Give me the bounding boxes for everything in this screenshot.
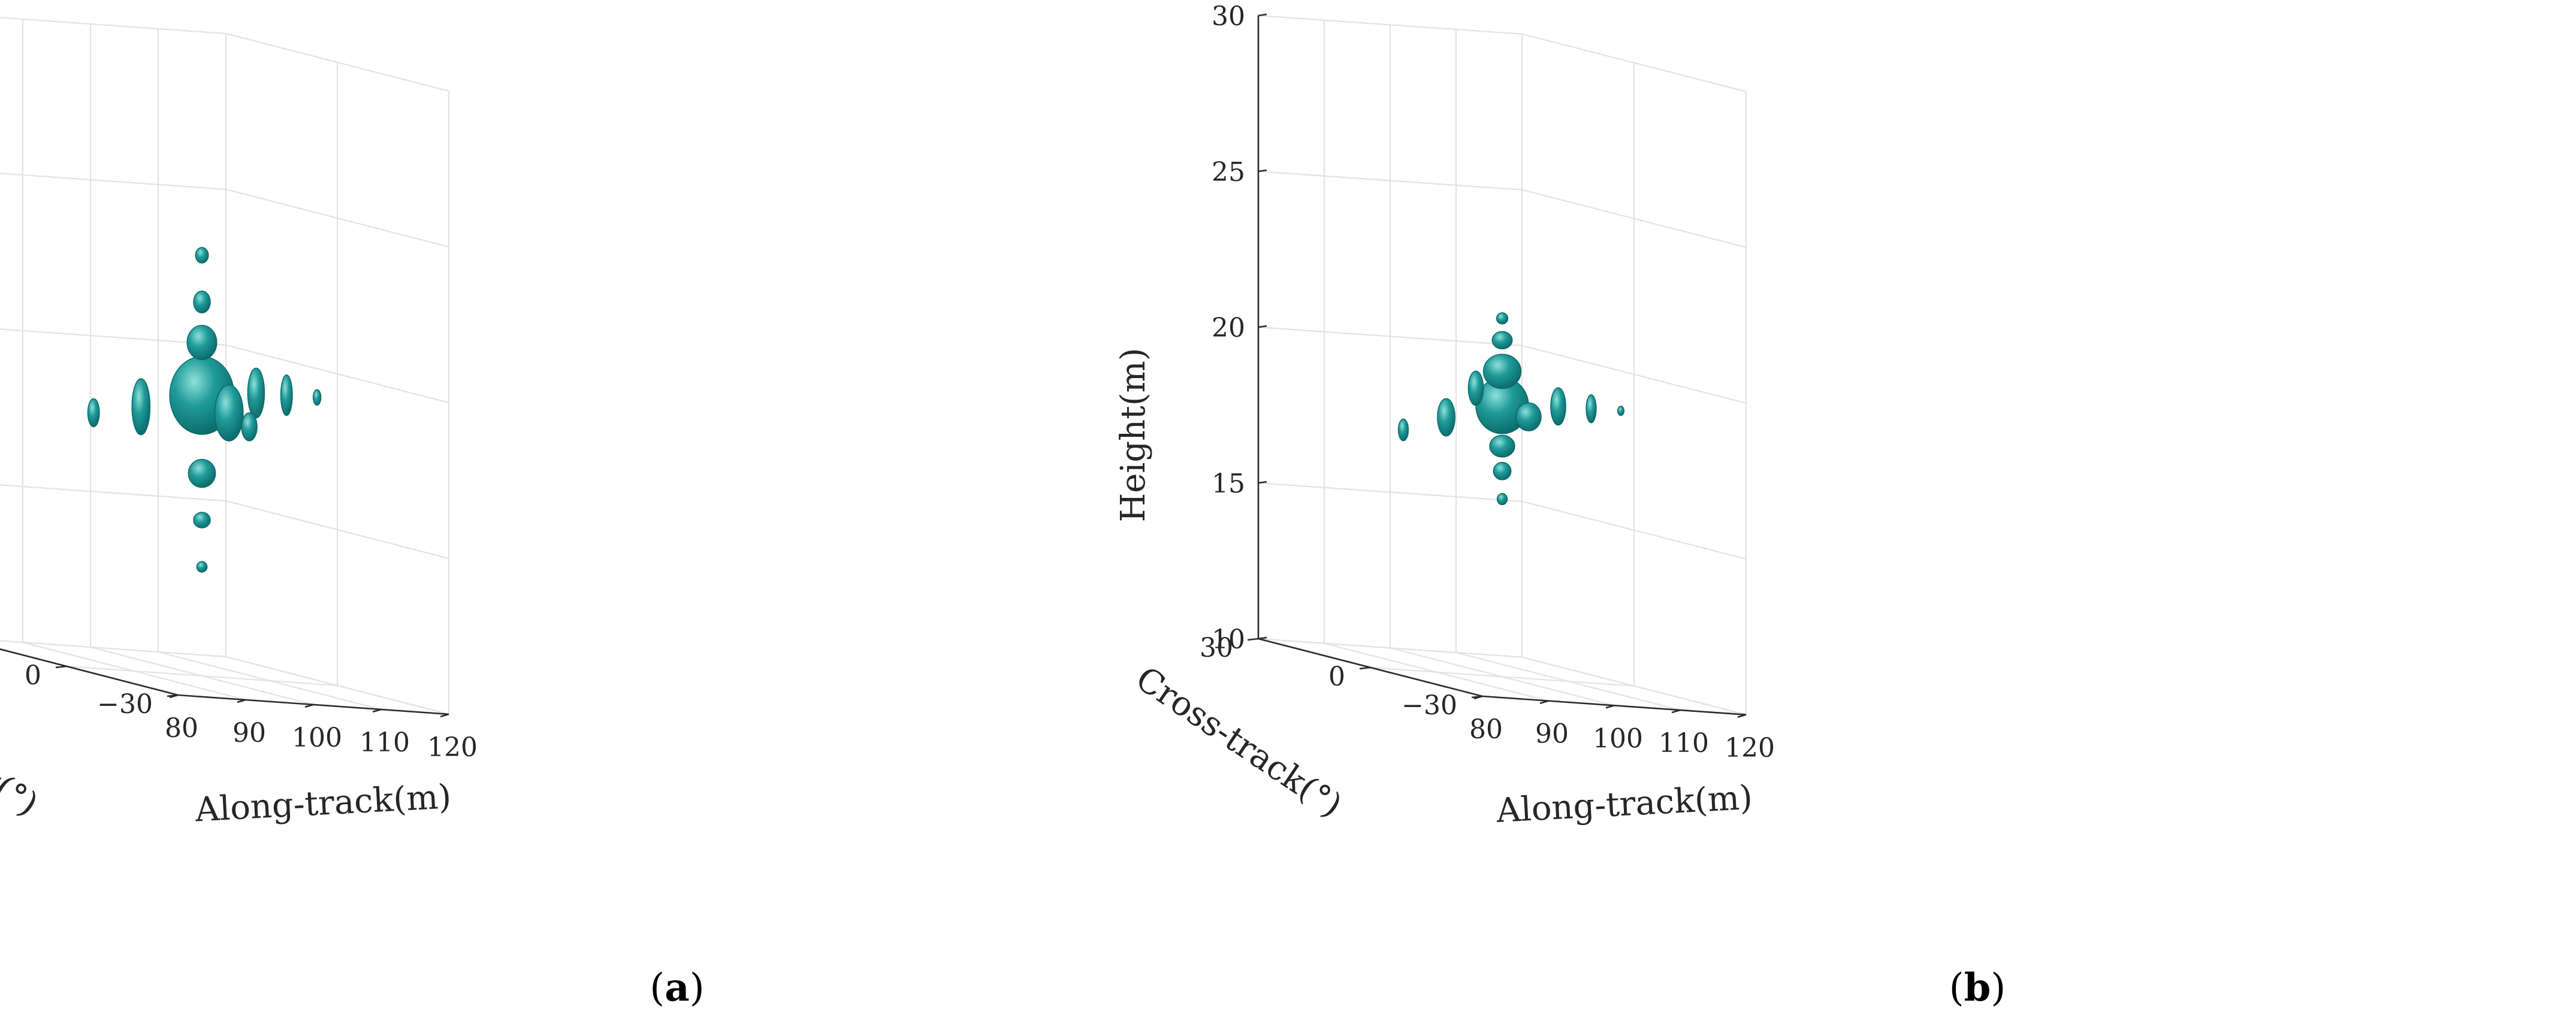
panel-b-z-tick-mark <box>1258 636 1267 640</box>
panel-a-isosurface-blob <box>87 398 100 427</box>
panel-a-isosurface-blob <box>186 325 218 360</box>
panel-b-grid-side-z <box>1521 189 1747 248</box>
panel-a-y-tick-mark <box>55 665 67 669</box>
panel-a-isosurface-blob <box>196 561 208 573</box>
panel-b-z-tick-label: 20 <box>1212 313 1245 343</box>
panel-b-y-tick-mark <box>1247 638 1259 641</box>
panel-a-isosurface-blob <box>188 458 216 488</box>
panel-b-isosurface-blob <box>1496 493 1508 506</box>
panel-a-isosurface-blob <box>131 378 151 436</box>
panel-b-x-tick-label: 80 <box>1469 714 1503 745</box>
panel-b-grid-side-z <box>1521 345 1747 404</box>
caption-b-close: ) <box>1991 966 2006 1010</box>
caption-b: (b) <box>1949 965 2006 1010</box>
panel-b-x-tick-label: 120 <box>1725 733 1775 763</box>
panel-b-x-tick-mark <box>1737 714 1747 718</box>
caption-b-open: ( <box>1949 966 1964 1010</box>
panel-a-x-tick-mark <box>440 713 449 718</box>
panel-b-z-tick-mark <box>1258 325 1267 328</box>
panel-a-isosurface-blob <box>193 291 211 313</box>
panel-b-x-tick-label: 90 <box>1535 719 1569 750</box>
panel-a-x-tick-mark <box>372 708 382 713</box>
panel-a-grid-back-z <box>0 328 227 346</box>
panel-b-x-axis-label: Along-track(m) <box>1495 778 1753 830</box>
panel-b-x-tick-mark <box>1539 700 1549 704</box>
panel-a-grid-back-z <box>0 17 227 35</box>
panel-b-grid-floor-y <box>1370 666 1635 687</box>
panel-a-isosurface-blob <box>214 384 244 442</box>
panel-a-y-tick-mark <box>167 694 179 697</box>
panel-b-isosurface-blob <box>1467 370 1484 406</box>
panel-b-isosurface-blob <box>1489 434 1515 458</box>
panel-a-isosurface-blob <box>247 367 265 419</box>
panel-b: 80 90 100 110 120−300301015202530Height(m)Al… <box>1114 1 1775 830</box>
panel-b-y-tick-mark <box>1471 695 1483 699</box>
panel-a-grid-side-z <box>225 344 449 404</box>
panel-a-isosurface-blob <box>193 512 211 528</box>
panel-a-grid-back-z <box>0 484 227 502</box>
panel-b-isosurface-blob <box>1482 354 1522 389</box>
panel-a-isosurface-blob <box>195 247 209 264</box>
panel-b-isosurface-blob <box>1437 398 1455 437</box>
panel-b-isosurface-blob <box>1397 418 1409 442</box>
panel-a-x-tick-label: 90 <box>232 718 266 748</box>
caption-a: (a) <box>650 965 704 1010</box>
panel-b-z-tick-mark <box>1258 13 1267 17</box>
panel-b-grid-back-z <box>1258 170 1523 191</box>
panel-b-grid-side-z <box>1521 33 1747 92</box>
panel-b-z-axis-label: Height(m) <box>1114 348 1153 522</box>
panel-a-x-axis-label: Along-track(m) <box>194 777 452 829</box>
panel-b-y-tick-label: −30 <box>1402 690 1457 721</box>
panel-a-x-tick-label: 100 <box>292 723 342 753</box>
panel-b-z-tick-label: 25 <box>1212 157 1245 188</box>
panel-a: 8090100110120−300301015202530Height(m)Al… <box>0 17 478 830</box>
panel-a-x-tick-label: 80 <box>165 713 198 744</box>
panel-a-grid-floor-y <box>0 640 227 658</box>
panel-b-y-axis-label: Cross-track(°) <box>1129 659 1349 825</box>
panel-b-y-tick-mark <box>1359 666 1371 670</box>
panel-b-x-tick-label: 110 <box>1659 728 1709 759</box>
panel-b-z-tick-mark <box>1258 481 1267 484</box>
panel-a-grid-side-z <box>225 500 449 560</box>
panel-a-isosurface-blob <box>241 412 258 442</box>
panel-b-isosurface-blob <box>1491 331 1513 350</box>
panel-b-isosurface-blob <box>1493 461 1512 481</box>
panel-b-isosurface-blob <box>1586 394 1597 424</box>
panel-a-x-tick-mark <box>304 703 314 708</box>
panel-b-z-tick-mark <box>1258 169 1267 173</box>
panel-b-y-tick-label: 30 <box>1200 633 1233 663</box>
panel-b-grid-side-z <box>1521 500 1747 560</box>
panel-a-y-tick-label: 0 <box>25 660 41 691</box>
panel-a-grid-side-z <box>225 32 449 92</box>
panel-a-y-tick-label: −30 <box>97 689 153 720</box>
panel-b-z-tick-label: 15 <box>1212 469 1245 499</box>
panel-a-grid-floor-y <box>66 665 338 687</box>
panel-b-isosurface-blob <box>1515 402 1542 431</box>
panel-a-isosurface-blob <box>280 374 293 416</box>
panel-a-x-tick-label: 120 <box>427 732 478 763</box>
panel-b-grid-back-z <box>1258 326 1523 346</box>
panel-b-y-tick-label: 0 <box>1328 662 1345 692</box>
panel-b-grid-floor-y <box>1258 638 1523 658</box>
caption-b-letter: b <box>1964 965 1991 1010</box>
panel-b-isosurface-blob <box>1550 387 1566 426</box>
panel-b-grid-back-z <box>1258 482 1523 502</box>
panel-a-isosurface-blob <box>312 389 322 406</box>
panel-b-isosurface-blob <box>1496 312 1509 325</box>
panel-b-z-tick-label: 10 <box>1212 624 1245 655</box>
caption-a-letter: a <box>665 965 689 1010</box>
panel-b-isosurface-blob <box>1617 406 1624 416</box>
panel-b-x-tick-mark <box>1605 705 1615 709</box>
panel-b-grid-back-z <box>1258 14 1523 35</box>
caption-a-close: ) <box>690 966 705 1010</box>
panel-b-x-tick-mark <box>1671 709 1681 714</box>
panel-a-x-tick-label: 110 <box>360 727 410 758</box>
panel-a-grid-back-z <box>0 173 227 191</box>
panel-b-x-tick-label: 100 <box>1593 723 1643 754</box>
caption-a-open: ( <box>650 966 665 1010</box>
panel-a-x-tick-mark <box>237 699 246 703</box>
panel-b-z-tick-label: 30 <box>1212 1 1245 32</box>
panel-a-grid-side-z <box>225 188 449 248</box>
